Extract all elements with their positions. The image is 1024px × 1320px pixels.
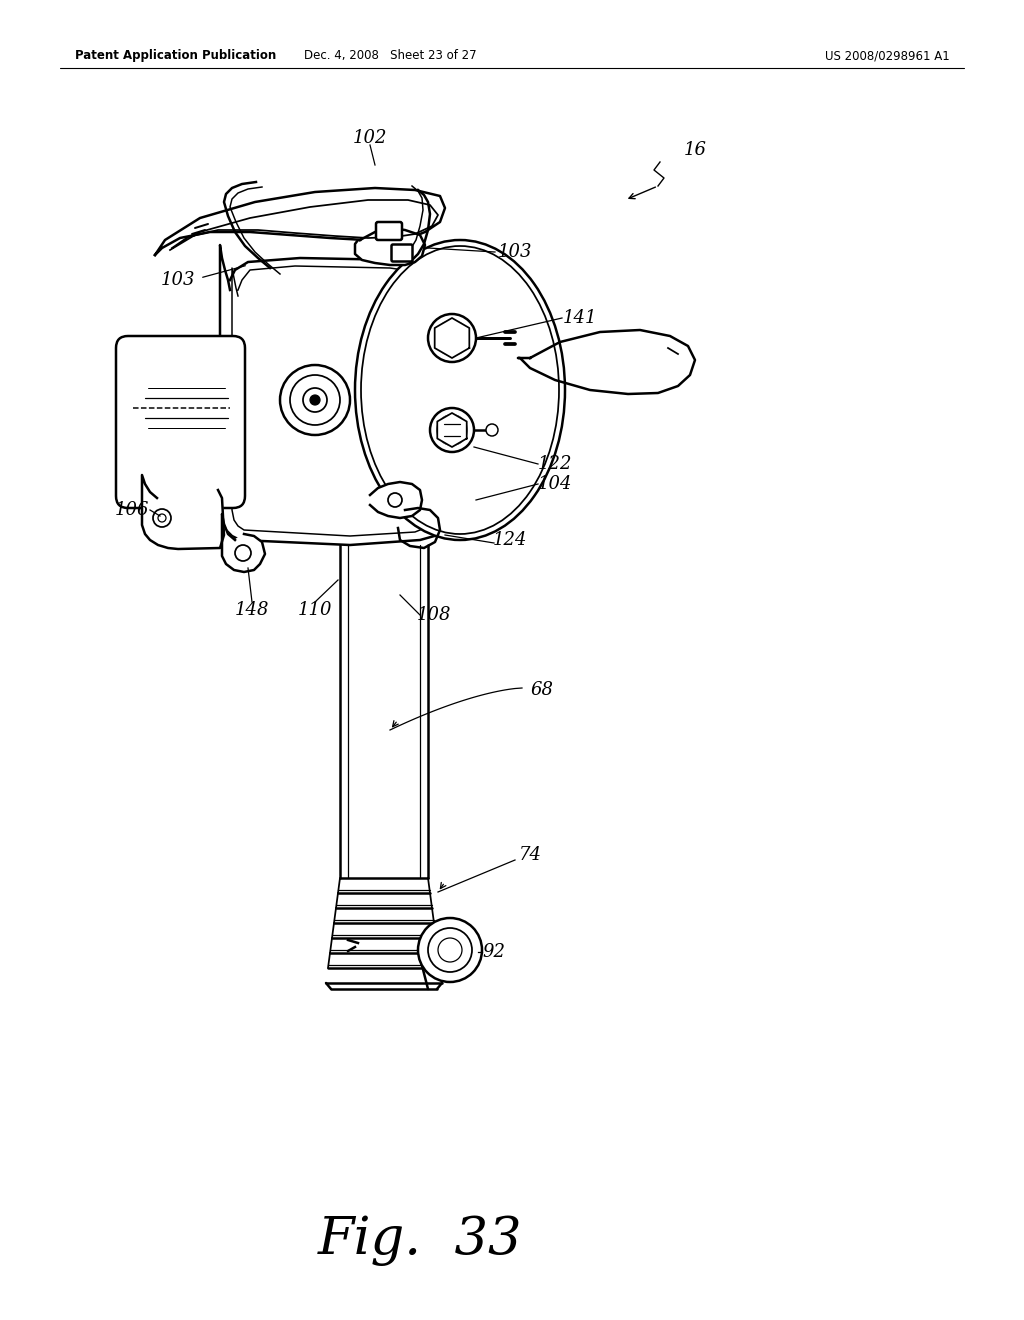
Text: 103: 103: [161, 271, 196, 289]
Circle shape: [158, 513, 166, 521]
Text: Patent Application Publication: Patent Application Publication: [75, 49, 276, 62]
Ellipse shape: [361, 246, 559, 535]
Circle shape: [438, 939, 462, 962]
Circle shape: [280, 366, 350, 436]
Circle shape: [234, 545, 251, 561]
Text: 141: 141: [563, 309, 597, 327]
Text: 106: 106: [115, 502, 150, 519]
Polygon shape: [142, 475, 224, 549]
Polygon shape: [437, 413, 467, 447]
Polygon shape: [155, 187, 445, 255]
Text: 108: 108: [417, 606, 452, 624]
Circle shape: [486, 424, 498, 436]
Circle shape: [310, 395, 319, 405]
Text: 148: 148: [234, 601, 269, 619]
Circle shape: [442, 327, 462, 348]
Circle shape: [435, 321, 469, 355]
Polygon shape: [434, 318, 469, 358]
Polygon shape: [370, 482, 422, 517]
Polygon shape: [130, 338, 230, 492]
Text: 68: 68: [530, 681, 554, 700]
Circle shape: [428, 314, 476, 362]
Text: 124: 124: [493, 531, 527, 549]
Circle shape: [290, 375, 340, 425]
Text: 74: 74: [518, 846, 542, 865]
Text: 110: 110: [298, 601, 332, 619]
Text: 92: 92: [482, 942, 506, 961]
Circle shape: [303, 388, 327, 412]
FancyBboxPatch shape: [376, 222, 402, 240]
Circle shape: [428, 928, 472, 972]
Circle shape: [153, 510, 171, 527]
Polygon shape: [355, 228, 425, 265]
Circle shape: [437, 414, 467, 445]
FancyBboxPatch shape: [391, 244, 413, 261]
Text: 122: 122: [538, 455, 572, 473]
Ellipse shape: [355, 240, 565, 540]
Polygon shape: [518, 330, 695, 393]
Text: 102: 102: [352, 129, 387, 147]
Circle shape: [388, 492, 402, 507]
FancyBboxPatch shape: [116, 337, 245, 508]
Text: 104: 104: [538, 475, 572, 492]
Text: Dec. 4, 2008   Sheet 23 of 27: Dec. 4, 2008 Sheet 23 of 27: [304, 49, 476, 62]
Circle shape: [418, 917, 482, 982]
Text: 103: 103: [498, 243, 532, 261]
Circle shape: [430, 408, 474, 451]
Text: Fig.  33: Fig. 33: [317, 1214, 522, 1266]
Polygon shape: [220, 246, 452, 545]
Polygon shape: [222, 513, 265, 572]
Text: US 2008/0298961 A1: US 2008/0298961 A1: [825, 49, 950, 62]
Text: 16: 16: [683, 141, 707, 158]
Circle shape: [445, 422, 459, 437]
